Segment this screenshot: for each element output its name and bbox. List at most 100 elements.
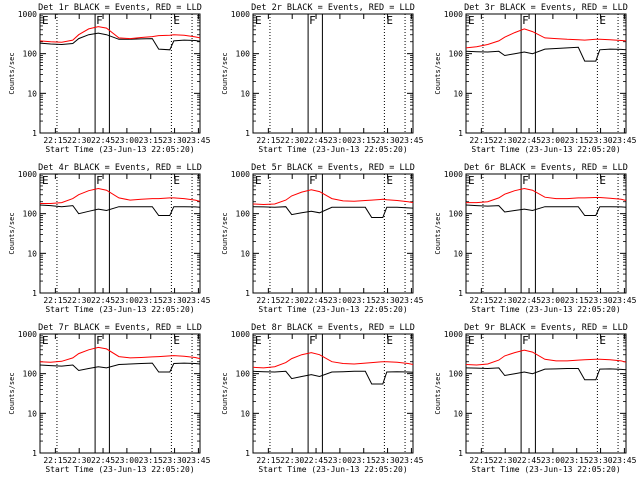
chart-panel-1: Det 1r BLACK = Events, RED = LLD 1 10 100 10… [0, 0, 213, 160]
y-axis-label: Counts/sec [221, 372, 229, 414]
x-tick-label: 23:15 [352, 456, 376, 465]
x-tick-label: 23:15 [139, 136, 163, 145]
y-tick-label: 100 [236, 210, 251, 219]
plot-frame [39, 333, 201, 454]
y-tick-label: 1000 [231, 10, 250, 19]
y-tick-label: 1000 [444, 330, 463, 339]
chart-svg: Det 1r BLACK = Events, RED = LLD 1 10 100 10… [8, 3, 211, 154]
chart-panel-7: Det 7r BLACK = Events, RED = LLD 1 10 100 10… [0, 320, 213, 480]
series-line-events [465, 367, 627, 381]
chart-title: Det 7r BLACK = Events, RED = LLD [38, 323, 202, 333]
x-tick-label: 22:30 [280, 456, 304, 465]
x-tick-label: 23:00 [115, 296, 139, 305]
y-tick-label: 10 [240, 89, 250, 98]
chart-svg: Det 6r BLACK = Events, RED = LLD 1 10 100 10… [434, 163, 637, 314]
series-line-events [39, 204, 201, 216]
plot-frame [465, 333, 627, 454]
y-tick-label: 1 [32, 289, 37, 298]
y-axis-label: Counts/sec [8, 52, 16, 94]
x-tick-label: 23:15 [139, 456, 163, 465]
series-line-lld [252, 352, 414, 369]
chart-title: Det 2r BLACK = Events, RED = LLD [251, 3, 415, 13]
x-axis-label: Start Time (23-Jun-13 22:05:20) [45, 465, 194, 474]
chart-panel-4: Det 4r BLACK = Events, RED = LLD 1 10 100 10… [0, 160, 213, 320]
marker-label: E [173, 14, 180, 27]
marker-label: E [42, 334, 49, 347]
y-tick-label: 100 [236, 50, 251, 59]
chart-svg: Det 4r BLACK = Events, RED = LLD 1 10 100 10… [8, 163, 211, 314]
x-tick-label: 22:30 [67, 296, 91, 305]
x-tick-label: 22:45 [517, 296, 541, 305]
x-tick-label: 23:15 [352, 136, 376, 145]
chart-title: Det 8r BLACK = Events, RED = LLD [251, 323, 415, 333]
marker-label: E [599, 334, 606, 347]
x-tick-label: 22:45 [517, 136, 541, 145]
chart-panel-8: Det 8r BLACK = Events, RED = LLD 1 10 100 10… [213, 320, 426, 480]
x-tick-label: 23:45 [399, 456, 423, 465]
x-tick-label: 23:15 [565, 136, 589, 145]
marker-label: E [386, 174, 393, 187]
series-line-lld [40, 187, 201, 204]
series-line-lld [466, 187, 627, 204]
x-tick-label: 23:15 [139, 296, 163, 305]
y-tick-label: 10 [27, 249, 37, 258]
y-tick-label: 1000 [231, 170, 250, 179]
x-tick-label: 22:15 [469, 456, 493, 465]
y-tick-label: 10 [27, 409, 37, 418]
x-tick-label: 23:30 [376, 456, 400, 465]
x-tick-label: 22:15 [256, 296, 280, 305]
y-tick-label: 10 [240, 409, 250, 418]
y-axis-label: Counts/sec [434, 372, 442, 414]
x-tick-label: 22:15 [256, 136, 280, 145]
x-tick-label: 22:30 [280, 296, 304, 305]
x-tick-label: 23:30 [163, 136, 187, 145]
y-axis-label: Counts/sec [434, 52, 442, 94]
x-tick-label: 22:45 [304, 456, 328, 465]
x-tick-label: 22:30 [493, 136, 517, 145]
y-tick-label: 1 [32, 449, 37, 458]
x-axis-label: Start Time (23-Jun-13 22:05:20) [471, 465, 620, 474]
chart-panel-9: Det 9r BLACK = Events, RED = LLD 1 10 100 10… [426, 320, 639, 480]
series-line-lld [252, 189, 414, 206]
y-tick-label: 100 [449, 50, 464, 59]
x-tick-label: 23:45 [186, 296, 210, 305]
chart-title: Det 6r BLACK = Events, RED = LLD [464, 163, 628, 173]
x-tick-label: 23:00 [541, 456, 565, 465]
marker-label: F [309, 174, 316, 187]
x-tick-label: 22:15 [469, 136, 493, 145]
y-tick-label: 10 [453, 409, 463, 418]
marker-label: F [96, 174, 103, 187]
x-axis-label: Start Time (23-Jun-13 22:05:20) [258, 145, 407, 154]
x-tick-label: 23:45 [186, 456, 210, 465]
marker-label: E [599, 174, 606, 187]
x-axis-label: Start Time (23-Jun-13 22:05:20) [45, 305, 194, 314]
y-tick-label: 1000 [444, 10, 463, 19]
y-axis-label: Counts/sec [434, 212, 442, 254]
x-tick-label: 22:45 [304, 296, 328, 305]
y-tick-label: 1 [245, 449, 250, 458]
chart-title: Det 5r BLACK = Events, RED = LLD [251, 163, 415, 173]
y-tick-label: 1000 [444, 170, 463, 179]
x-tick-label: 23:00 [328, 456, 352, 465]
x-tick-label: 22:45 [91, 296, 115, 305]
marker-label: E [173, 334, 180, 347]
chart-svg: Det 7r BLACK = Events, RED = LLD 1 10 100 10… [8, 323, 211, 474]
x-tick-label: 22:45 [517, 456, 541, 465]
marker-label: F [309, 334, 316, 347]
y-tick-label: 100 [449, 210, 464, 219]
y-tick-label: 1 [32, 129, 37, 138]
marker-label: E [599, 14, 606, 27]
marker-label: E [255, 174, 262, 187]
y-tick-label: 1 [458, 129, 463, 138]
marker-label: F [522, 14, 529, 27]
marker-label: F [309, 14, 316, 27]
plot-frame [39, 13, 201, 134]
series-line-events [39, 362, 201, 373]
series-line-lld [39, 26, 201, 43]
chart-panel-6: Det 6r BLACK = Events, RED = LLD 1 10 100 10… [426, 160, 639, 320]
x-tick-label: 23:45 [612, 136, 636, 145]
y-tick-label: 1000 [231, 330, 250, 339]
y-tick-label: 10 [453, 89, 463, 98]
x-tick-label: 23:30 [589, 456, 613, 465]
y-tick-label: 1000 [18, 10, 37, 19]
